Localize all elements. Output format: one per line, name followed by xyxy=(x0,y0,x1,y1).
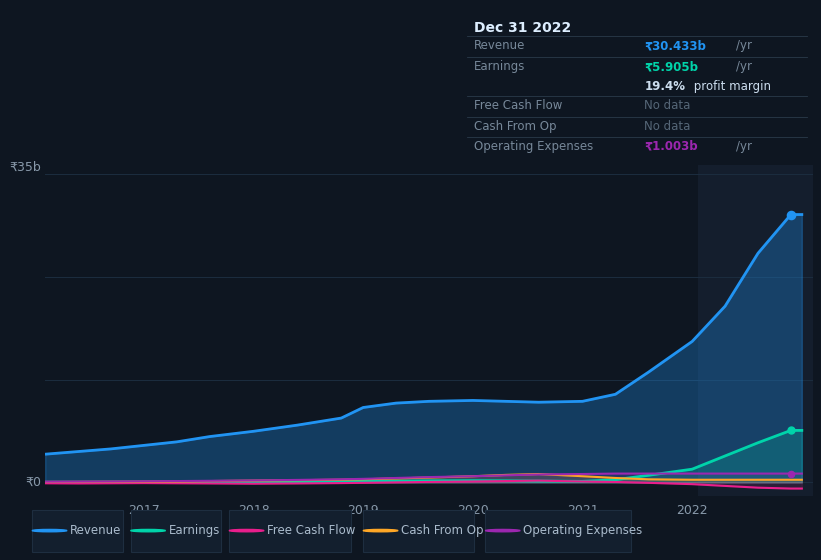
Text: /yr: /yr xyxy=(736,60,752,73)
Text: Revenue: Revenue xyxy=(70,524,122,537)
Text: ₹5.905b: ₹5.905b xyxy=(644,60,698,73)
Text: ₹35b: ₹35b xyxy=(10,161,41,174)
Text: ₹1.003b: ₹1.003b xyxy=(644,140,698,153)
Circle shape xyxy=(363,529,398,532)
Text: profit margin: profit margin xyxy=(690,80,771,93)
Circle shape xyxy=(32,529,67,532)
Circle shape xyxy=(229,529,264,532)
Text: ₹30.433b: ₹30.433b xyxy=(644,39,706,52)
Text: /yr: /yr xyxy=(736,39,752,52)
Text: Operating Expenses: Operating Expenses xyxy=(474,140,594,153)
Text: Free Cash Flow: Free Cash Flow xyxy=(474,99,562,113)
Text: Cash From Op: Cash From Op xyxy=(474,120,557,133)
Text: Dec 31 2022: Dec 31 2022 xyxy=(474,21,571,35)
Text: ₹0: ₹0 xyxy=(25,476,41,489)
Circle shape xyxy=(131,529,165,532)
Text: /yr: /yr xyxy=(736,140,752,153)
Point xyxy=(784,210,797,219)
FancyBboxPatch shape xyxy=(229,510,351,552)
Point xyxy=(784,426,797,435)
Text: No data: No data xyxy=(644,99,690,113)
Circle shape xyxy=(485,529,520,532)
Text: Cash From Op: Cash From Op xyxy=(401,524,484,537)
Text: 19.4%: 19.4% xyxy=(644,80,686,93)
Point xyxy=(784,469,797,478)
Text: Operating Expenses: Operating Expenses xyxy=(523,524,643,537)
Text: No data: No data xyxy=(644,120,690,133)
FancyBboxPatch shape xyxy=(363,510,474,552)
Text: Earnings: Earnings xyxy=(168,524,220,537)
FancyBboxPatch shape xyxy=(131,510,222,552)
Text: Free Cash Flow: Free Cash Flow xyxy=(267,524,355,537)
FancyBboxPatch shape xyxy=(32,510,123,552)
Text: Revenue: Revenue xyxy=(474,39,525,52)
Bar xyxy=(698,165,813,496)
FancyBboxPatch shape xyxy=(485,510,631,552)
Text: Earnings: Earnings xyxy=(474,60,525,73)
